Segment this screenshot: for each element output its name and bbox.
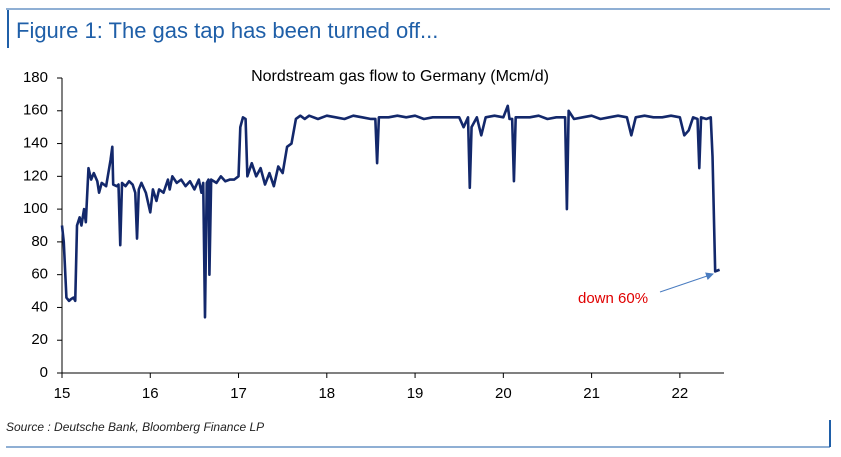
y-tick-label: 120 bbox=[23, 167, 48, 184]
figure-title: Figure 1: The gas tap has been turned of… bbox=[16, 18, 438, 43]
x-tick-label: 18 bbox=[318, 385, 335, 402]
x-tick-label: 22 bbox=[672, 385, 689, 402]
chart-title: Nordstream gas flow to Germany (Mcm/d) bbox=[251, 68, 549, 85]
x-tick-label: 15 bbox=[54, 385, 71, 402]
x-tick-label: 20 bbox=[495, 385, 512, 402]
y-tick-label: 20 bbox=[31, 331, 48, 348]
x-tick-label: 17 bbox=[230, 385, 247, 402]
data-line bbox=[60, 104, 721, 319]
y-tick-label: 80 bbox=[31, 233, 48, 250]
y-tick-label: 0 bbox=[40, 364, 48, 381]
y-tick-label: 60 bbox=[31, 266, 48, 283]
source: Source : Deutsche Bank, Bloomberg Financ… bbox=[6, 420, 264, 434]
y-tick-label: 140 bbox=[23, 135, 48, 152]
y-tick-label: 100 bbox=[23, 200, 48, 217]
x-tick-label: 16 bbox=[142, 385, 159, 402]
y-tick-label: 180 bbox=[23, 69, 48, 86]
y-tick-label: 160 bbox=[23, 102, 48, 119]
x-tick-label: 19 bbox=[407, 385, 424, 402]
annotation: down 60% bbox=[578, 290, 648, 307]
y-tick-label: 40 bbox=[31, 298, 48, 315]
x-tick-label: 21 bbox=[583, 385, 600, 402]
annotation-arrow bbox=[659, 272, 714, 293]
